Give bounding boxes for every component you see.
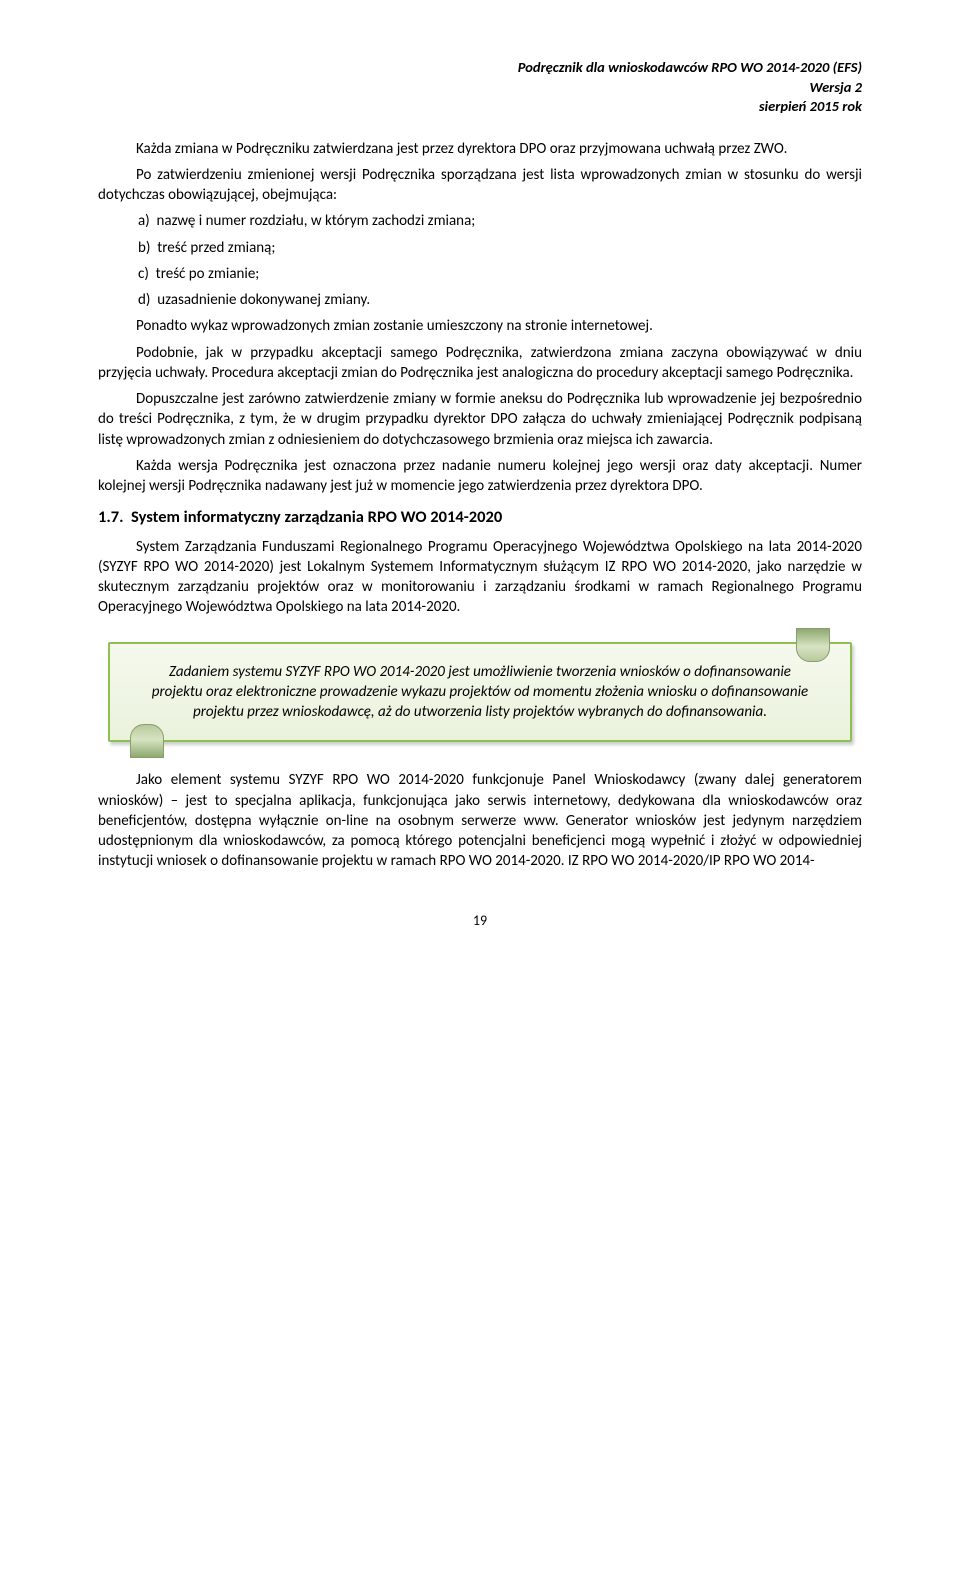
- paragraph-1: Każda zmiana w Podręczniku zatwierdzana …: [98, 139, 862, 159]
- page-number: 19: [98, 912, 862, 931]
- paragraph-4: Podobnie, jak w przypadku akceptacji sam…: [98, 343, 862, 384]
- list-item-c: c) treść po zmianie;: [98, 264, 862, 284]
- scroll-curl-top-icon: [796, 628, 830, 662]
- scroll-curl-bottom-icon: [130, 724, 164, 758]
- paragraph-3: Ponadto wykaz wprowadzonych zmian zostan…: [98, 316, 862, 336]
- header-date: sierpień 2015 rok: [98, 97, 862, 117]
- paragraph-5: Dopuszczalne jest zarówno zatwierdzenie …: [98, 389, 862, 450]
- section-heading-1-7: 1.7. System informatyczny zarządzania RP…: [98, 506, 862, 528]
- callout-outer-border: Zadaniem systemu SYZYF RPO WO 2014-2020 …: [108, 642, 852, 743]
- callout-box: Zadaniem systemu SYZYF RPO WO 2014-2020 …: [108, 642, 852, 743]
- paragraph-6: Każda wersja Podręcznika jest oznaczona …: [98, 456, 862, 497]
- document-header: Podręcznik dla wnioskodawców RPO WO 2014…: [98, 58, 862, 117]
- list-item-a: a) nazwę i numer rozdziału, w którym zac…: [98, 211, 862, 231]
- list-item-b: b) treść przed zmianą;: [98, 238, 862, 258]
- header-version: Wersja 2: [98, 78, 862, 98]
- list-item-d: d) uzasadnienie dokonywanej zmiany.: [98, 290, 862, 310]
- paragraph-7: System Zarządzania Funduszami Regionalne…: [98, 537, 862, 618]
- callout-text: Zadaniem systemu SYZYF RPO WO 2014-2020 …: [114, 648, 846, 737]
- paragraph-8: Jako element systemu SYZYF RPO WO 2014-2…: [98, 770, 862, 871]
- paragraph-2: Po zatwierdzeniu zmienionej wersji Podrę…: [98, 165, 862, 206]
- header-title: Podręcznik dla wnioskodawców RPO WO 2014…: [98, 58, 862, 78]
